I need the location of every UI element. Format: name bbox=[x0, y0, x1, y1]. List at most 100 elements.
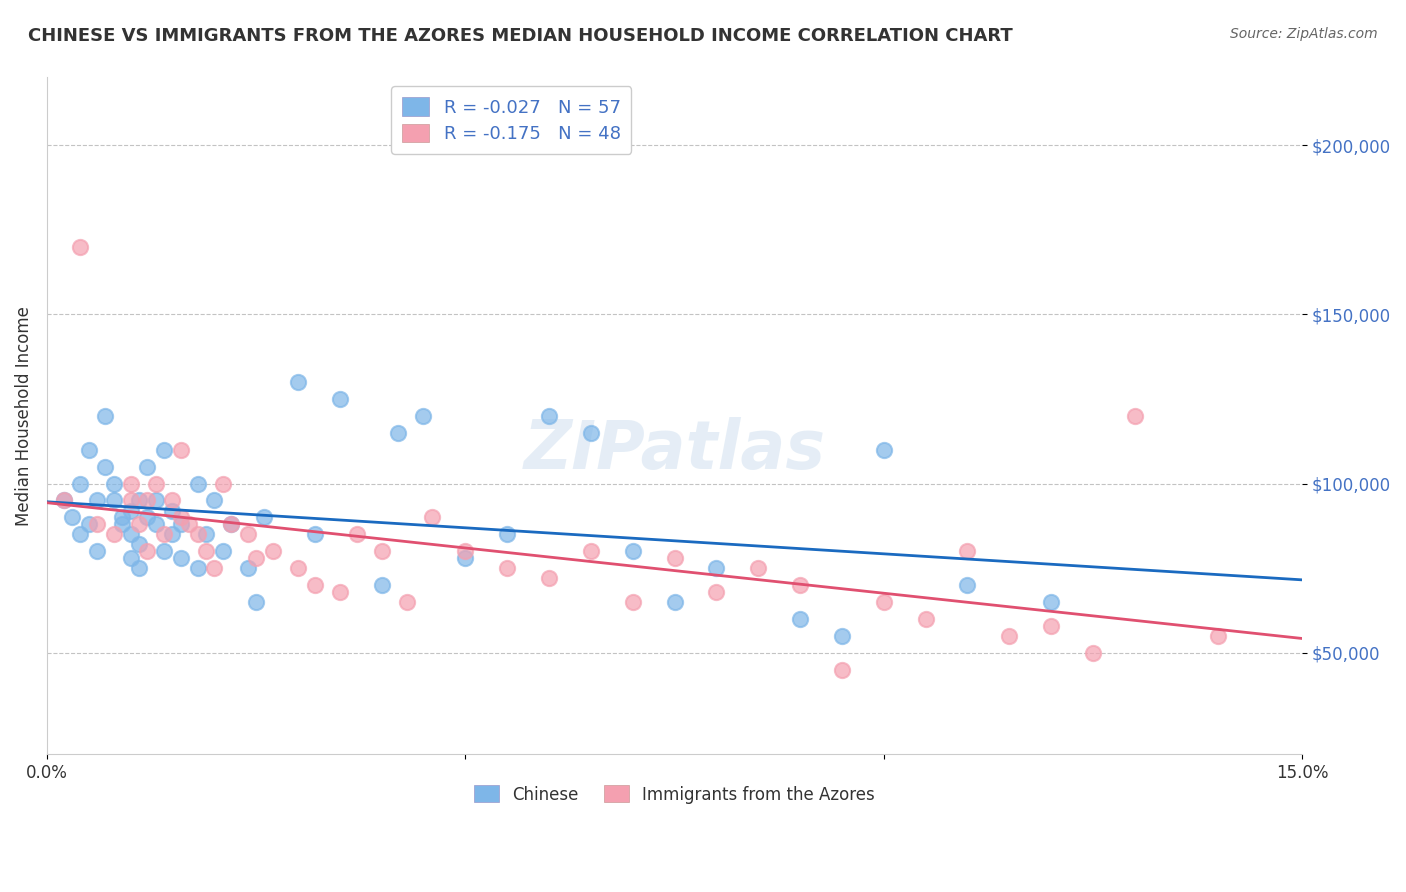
Point bbox=[103, 527, 125, 541]
Point bbox=[77, 517, 100, 532]
Point bbox=[387, 425, 409, 440]
Point bbox=[329, 584, 352, 599]
Point bbox=[202, 493, 225, 508]
Point bbox=[186, 476, 208, 491]
Point bbox=[103, 493, 125, 508]
Text: Source: ZipAtlas.com: Source: ZipAtlas.com bbox=[1230, 27, 1378, 41]
Point bbox=[346, 527, 368, 541]
Point bbox=[136, 493, 159, 508]
Point bbox=[69, 239, 91, 253]
Point bbox=[128, 493, 150, 508]
Point bbox=[914, 612, 936, 626]
Point bbox=[370, 544, 392, 558]
Point bbox=[998, 629, 1021, 643]
Point bbox=[120, 527, 142, 541]
Point bbox=[747, 561, 769, 575]
Point bbox=[304, 527, 326, 541]
Point bbox=[831, 629, 853, 643]
Point bbox=[664, 595, 686, 609]
Point bbox=[170, 551, 193, 566]
Point bbox=[111, 517, 134, 532]
Point bbox=[956, 578, 979, 592]
Point bbox=[496, 561, 519, 575]
Point bbox=[420, 510, 443, 524]
Point bbox=[170, 442, 193, 457]
Point bbox=[120, 493, 142, 508]
Point bbox=[94, 409, 117, 423]
Point bbox=[873, 442, 896, 457]
Point bbox=[956, 544, 979, 558]
Point bbox=[236, 561, 259, 575]
Text: ZIPatlas: ZIPatlas bbox=[523, 417, 825, 483]
Point bbox=[77, 442, 100, 457]
Point bbox=[162, 527, 184, 541]
Point bbox=[86, 544, 108, 558]
Point bbox=[219, 517, 242, 532]
Point bbox=[706, 561, 728, 575]
Point bbox=[103, 476, 125, 491]
Point bbox=[1040, 595, 1063, 609]
Point bbox=[454, 544, 477, 558]
Point bbox=[664, 551, 686, 566]
Point bbox=[579, 425, 602, 440]
Point bbox=[136, 459, 159, 474]
Point bbox=[186, 527, 208, 541]
Text: CHINESE VS IMMIGRANTS FROM THE AZORES MEDIAN HOUSEHOLD INCOME CORRELATION CHART: CHINESE VS IMMIGRANTS FROM THE AZORES ME… bbox=[28, 27, 1012, 45]
Point bbox=[186, 561, 208, 575]
Point bbox=[128, 517, 150, 532]
Point bbox=[60, 510, 83, 524]
Point bbox=[120, 503, 142, 517]
Point bbox=[412, 409, 434, 423]
Point bbox=[1040, 618, 1063, 632]
Point bbox=[329, 392, 352, 406]
Point bbox=[245, 551, 267, 566]
Point bbox=[789, 578, 811, 592]
Point bbox=[454, 551, 477, 566]
Point bbox=[211, 544, 233, 558]
Point bbox=[136, 544, 159, 558]
Point bbox=[170, 510, 193, 524]
Point bbox=[287, 375, 309, 389]
Point bbox=[52, 493, 75, 508]
Point bbox=[69, 527, 91, 541]
Point bbox=[789, 612, 811, 626]
Point bbox=[136, 510, 159, 524]
Point bbox=[287, 561, 309, 575]
Point bbox=[370, 578, 392, 592]
Point bbox=[86, 493, 108, 508]
Legend: Chinese, Immigrants from the Azores: Chinese, Immigrants from the Azores bbox=[464, 775, 884, 814]
Point bbox=[162, 503, 184, 517]
Point bbox=[120, 476, 142, 491]
Point bbox=[236, 527, 259, 541]
Point bbox=[211, 476, 233, 491]
Point bbox=[496, 527, 519, 541]
Point bbox=[170, 517, 193, 532]
Point bbox=[262, 544, 284, 558]
Point bbox=[153, 527, 176, 541]
Point bbox=[128, 537, 150, 551]
Point bbox=[706, 584, 728, 599]
Point bbox=[253, 510, 276, 524]
Point bbox=[831, 663, 853, 677]
Point bbox=[179, 517, 201, 532]
Point bbox=[120, 551, 142, 566]
Point bbox=[111, 510, 134, 524]
Point bbox=[194, 544, 217, 558]
Point bbox=[579, 544, 602, 558]
Point bbox=[69, 476, 91, 491]
Point bbox=[1081, 646, 1104, 660]
Point bbox=[194, 527, 217, 541]
Point bbox=[145, 476, 167, 491]
Point bbox=[245, 595, 267, 609]
Point bbox=[153, 544, 176, 558]
Point bbox=[162, 493, 184, 508]
Point bbox=[537, 571, 560, 585]
Point bbox=[304, 578, 326, 592]
Point bbox=[202, 561, 225, 575]
Point bbox=[621, 544, 644, 558]
Point bbox=[94, 459, 117, 474]
Point bbox=[145, 493, 167, 508]
Point bbox=[621, 595, 644, 609]
Point bbox=[145, 517, 167, 532]
Point bbox=[537, 409, 560, 423]
